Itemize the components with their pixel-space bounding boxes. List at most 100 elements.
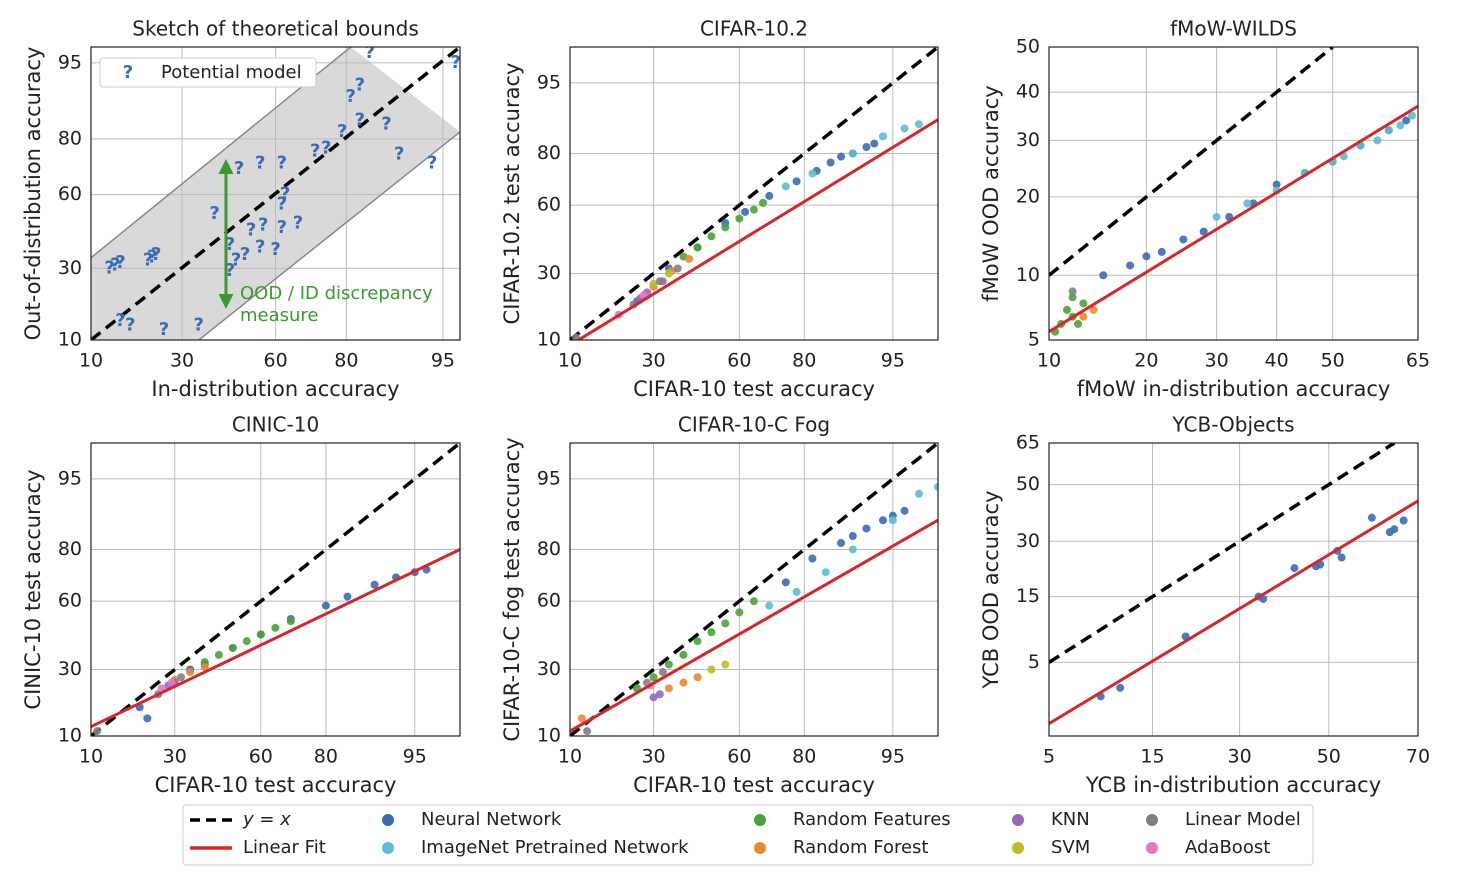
point <box>914 120 923 129</box>
x-tick-label: 80 <box>314 746 338 768</box>
y-tick-label: 60 <box>58 183 82 205</box>
panel-title: CINIC-10 <box>232 413 319 437</box>
point <box>256 630 265 639</box>
x-tick-label: 95 <box>431 350 455 372</box>
plot-area <box>570 443 938 736</box>
marker: ? <box>381 113 391 134</box>
panel: 5 15 30 50 70 5 15 30 50 65 YCB-Objects YCB in-dist… <box>979 413 1430 798</box>
frame <box>569 442 939 737</box>
point <box>177 673 186 682</box>
point <box>878 516 887 525</box>
y-tick-label: 10 <box>537 725 561 747</box>
diagonal-line <box>570 47 938 340</box>
marker: ? <box>234 158 244 179</box>
point <box>759 198 768 207</box>
legend-marker <box>1146 842 1158 854</box>
y-tick-label: 60 <box>537 590 561 612</box>
point <box>655 277 664 286</box>
panel: 10 30 60 80 95 10 30 60 80 95 CIFAR-10-C Fog CIFAR-… <box>500 413 939 797</box>
y-tick-label: 80 <box>537 538 561 560</box>
panel-title: fMoW-WILDS <box>1170 17 1297 41</box>
y-tick-label: 10 <box>537 329 561 351</box>
point <box>679 650 688 659</box>
point <box>765 191 774 200</box>
point <box>1373 136 1382 145</box>
point <box>934 482 938 491</box>
y-tick-label: 30 <box>58 257 82 279</box>
legend-label: y = x <box>242 809 291 830</box>
fit-line <box>575 118 938 340</box>
legend-label: ImageNet Pretrained Network <box>421 837 689 858</box>
y-tick-label: 30 <box>537 262 561 284</box>
point <box>765 601 774 610</box>
marker: ? <box>293 212 303 233</box>
legend-label: KNN <box>1051 809 1090 830</box>
marker: ? <box>258 215 268 236</box>
point <box>888 516 897 525</box>
point <box>242 637 251 646</box>
y-axis-label: CIFAR-10.2 test accuracy <box>500 63 524 325</box>
legend-label: Random Forest <box>793 837 928 858</box>
fit-line <box>1049 104 1418 333</box>
marker: ? <box>321 138 331 159</box>
point <box>848 545 857 554</box>
plot-area <box>570 47 938 340</box>
legend-marker <box>382 814 394 826</box>
y-tick-label: 95 <box>58 467 82 489</box>
point <box>1337 553 1346 562</box>
point <box>792 177 801 186</box>
legend-marker <box>1012 814 1024 826</box>
x-axis-label: CIFAR-10 test accuracy <box>633 773 875 797</box>
marker: ? <box>110 255 120 276</box>
point <box>914 489 923 498</box>
point <box>370 580 379 589</box>
point <box>1074 319 1083 328</box>
point <box>707 628 716 637</box>
diagonal-line <box>91 47 460 340</box>
point <box>186 668 195 677</box>
y-tick-label: 95 <box>537 71 561 93</box>
fit-line <box>570 518 938 733</box>
point <box>741 207 750 216</box>
point <box>721 223 730 232</box>
point <box>167 678 176 687</box>
point <box>271 623 280 632</box>
marker: ? <box>355 75 365 96</box>
marker: ? <box>355 109 365 130</box>
x-tick-label: 10 <box>558 746 582 768</box>
y-tick-label: 10 <box>58 329 82 351</box>
legend-label: Potential model <box>161 62 302 83</box>
point <box>735 214 744 223</box>
y-tick-label: 40 <box>1016 81 1040 103</box>
x-tick-label: 10 <box>558 350 582 372</box>
x-tick-label: 20 <box>1134 350 1158 372</box>
marker: ? <box>270 239 280 260</box>
legend-marker <box>754 842 766 854</box>
y-axis-label: Out-of-distribution accuracy <box>21 47 45 341</box>
y-tick-label: 80 <box>537 142 561 164</box>
y-tick-label: 30 <box>1016 530 1040 552</box>
marker: ? <box>240 244 250 265</box>
point <box>1396 121 1405 130</box>
point <box>870 139 879 148</box>
point <box>1212 212 1221 221</box>
marker: ? <box>125 314 135 335</box>
marker: ? <box>194 314 204 335</box>
point <box>900 506 909 515</box>
point <box>749 205 758 214</box>
panel-title: Sketch of theoretical bounds <box>132 17 418 41</box>
point <box>1399 516 1408 525</box>
panel-title: CIFAR-10-C Fog <box>678 413 830 437</box>
marker: ? <box>104 257 114 278</box>
x-tick-label: 65 <box>1406 350 1430 372</box>
marker: ? <box>255 152 265 173</box>
point <box>707 232 716 241</box>
x-tick-label: 10 <box>79 350 103 372</box>
marker: ? <box>209 203 219 224</box>
point <box>655 690 664 699</box>
legend-label: Linear Fit <box>243 837 326 858</box>
legend-marker <box>1012 842 1024 854</box>
plot-area <box>91 443 460 736</box>
legend-marker <box>1146 814 1158 826</box>
